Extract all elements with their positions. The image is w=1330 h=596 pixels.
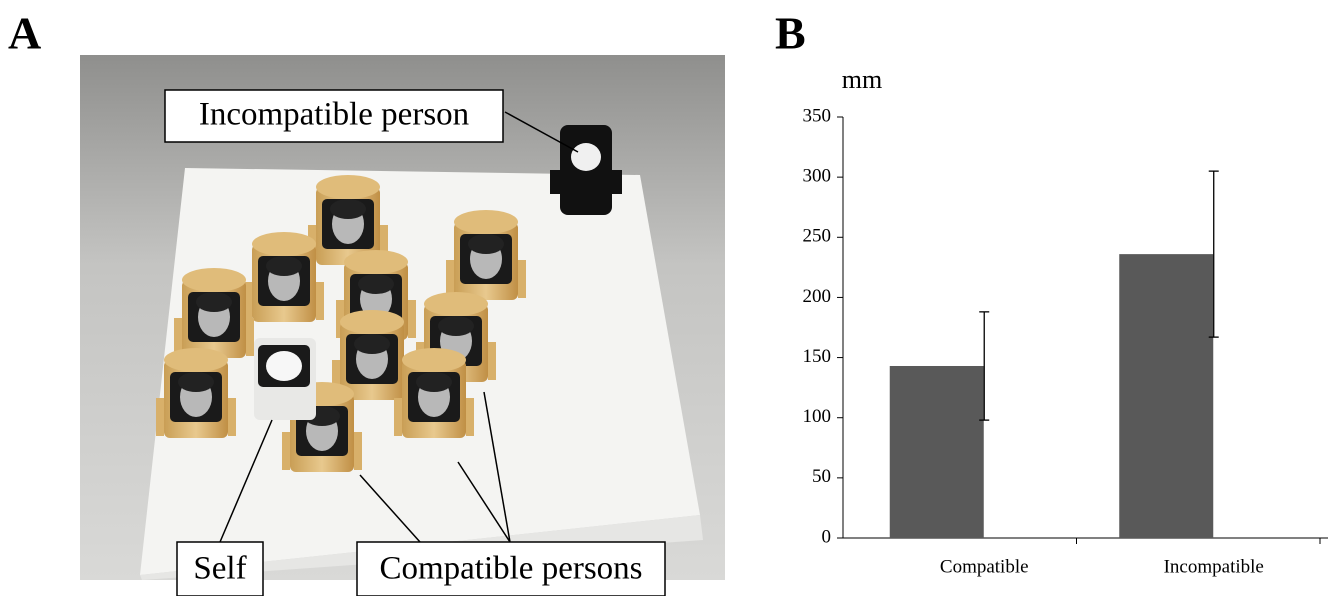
figurine-top bbox=[182, 268, 246, 292]
other-arm bbox=[610, 170, 622, 194]
y-tick-label: 50 bbox=[812, 466, 831, 487]
figurine-arm bbox=[466, 398, 474, 436]
x-tick-label: Incompatible bbox=[1164, 556, 1264, 577]
figurine-arm bbox=[282, 432, 290, 470]
y-tick-label: 150 bbox=[803, 346, 832, 367]
other-arm bbox=[550, 170, 562, 194]
y-tick-label: 0 bbox=[822, 526, 832, 547]
bar bbox=[889, 365, 984, 538]
other-disc bbox=[571, 143, 601, 171]
figurine-top bbox=[164, 348, 228, 372]
y-axis-label: mm bbox=[842, 65, 882, 94]
y-tick-label: 300 bbox=[803, 166, 832, 187]
label-box bbox=[356, 541, 666, 596]
figurines bbox=[156, 125, 622, 472]
figurine-arm bbox=[336, 300, 344, 338]
figurine-top bbox=[424, 292, 488, 316]
arrow bbox=[219, 419, 273, 543]
figurine-top bbox=[316, 175, 380, 199]
panel-label: B bbox=[775, 8, 806, 59]
figurine-arm bbox=[446, 260, 454, 298]
y-tick-label: 100 bbox=[803, 406, 832, 427]
photo-label: Self bbox=[193, 551, 246, 587]
arrow bbox=[457, 461, 511, 543]
bar bbox=[1119, 254, 1214, 538]
x-tick-label: Compatible bbox=[940, 556, 1029, 577]
arrow bbox=[359, 474, 421, 543]
label-box bbox=[176, 541, 264, 596]
figurine-top bbox=[252, 232, 316, 256]
figurine-arm bbox=[380, 225, 388, 263]
photo-label: Compatible persons bbox=[379, 551, 642, 587]
figurine-arm bbox=[394, 398, 402, 436]
y-tick-label: 250 bbox=[803, 226, 832, 247]
hair bbox=[330, 199, 366, 219]
hair bbox=[438, 316, 474, 336]
figurine-arm bbox=[488, 342, 496, 380]
hair bbox=[266, 256, 302, 276]
figurine-arm bbox=[316, 282, 324, 320]
label-box bbox=[164, 89, 504, 143]
arrow bbox=[504, 111, 579, 153]
figurine-arm bbox=[518, 260, 526, 298]
figurine-arm bbox=[354, 432, 362, 470]
figurine-arm bbox=[332, 360, 340, 398]
figurine-top bbox=[340, 310, 404, 334]
figurine-top bbox=[344, 250, 408, 274]
figurine-arm bbox=[228, 398, 236, 436]
figurine-top bbox=[402, 348, 466, 372]
hair bbox=[416, 372, 452, 392]
y-tick-label: 350 bbox=[803, 105, 832, 126]
figurine-arm bbox=[244, 282, 252, 320]
hair bbox=[358, 274, 394, 294]
hair bbox=[196, 292, 232, 312]
photo-label: Incompatible person bbox=[199, 97, 469, 133]
hair bbox=[178, 372, 214, 392]
figurine-arm bbox=[156, 398, 164, 436]
figurine-arm bbox=[174, 318, 182, 356]
hair bbox=[468, 234, 504, 254]
figurine-arm bbox=[246, 318, 254, 356]
hair bbox=[354, 334, 390, 354]
panel-label: A bbox=[8, 8, 41, 59]
photo: Incompatible person Self Compatible pers… bbox=[80, 55, 725, 596]
y-tick-label: 200 bbox=[803, 286, 832, 307]
self-disc bbox=[266, 351, 302, 381]
figurine-top bbox=[454, 210, 518, 234]
figurine-arm bbox=[408, 300, 416, 338]
arrow bbox=[483, 391, 511, 543]
